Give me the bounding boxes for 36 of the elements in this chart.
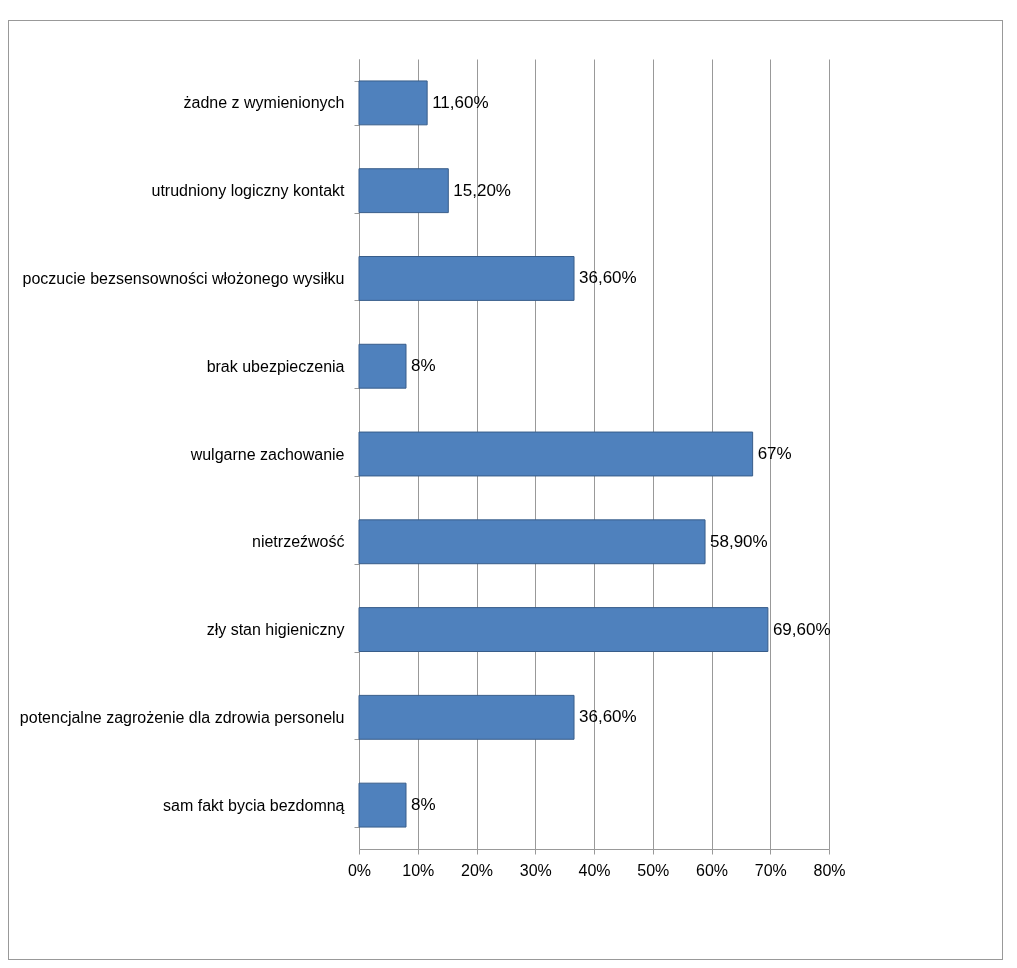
data-label: 69,60%	[772, 619, 831, 639]
y-tick-label: sam fakt bycia bezdomną	[163, 796, 345, 814]
y-tick-label: zły stan higieniczny	[206, 621, 345, 639]
bar	[358, 782, 407, 828]
y-tick-label: nietrzeźwość	[252, 533, 345, 551]
bar	[358, 168, 449, 214]
bar	[358, 80, 428, 126]
y-tick-label: wulgarne zachowanie	[189, 445, 345, 463]
bar	[358, 256, 575, 301]
x-tick-label: 10%	[402, 861, 435, 879]
data-label: 11,60%	[432, 92, 489, 112]
data-label: 15,20%	[453, 180, 511, 200]
x-tick-label: 60%	[695, 861, 729, 879]
data-label: 36,60%	[579, 707, 637, 727]
y-tick-label: poczucie bezsensowności włożonego wysiłku	[22, 269, 345, 287]
y-tick-label: brak ubezpieczenia	[206, 357, 345, 375]
data-label: 36,60%	[579, 268, 637, 288]
data-label: 67%	[757, 444, 792, 463]
bar	[358, 607, 769, 652]
x-tick-label: 80%	[813, 861, 846, 879]
data-label: 8%	[411, 356, 436, 376]
bar	[358, 343, 407, 389]
bar	[358, 694, 575, 740]
y-tick-label: żadne z wymienionych	[183, 94, 345, 112]
x-tick-label: 30%	[519, 861, 552, 879]
y-tick-label: potencjalne zagrożenie dla zdrowia personelu	[19, 708, 345, 726]
data-label: 8%	[411, 795, 436, 815]
x-tick-label: 70%	[754, 861, 787, 879]
y-tick-label: utrudniony logiczny kontakt	[151, 182, 346, 200]
x-tick-label: 0%	[347, 861, 372, 879]
x-tick-label: 50%	[637, 861, 670, 879]
data-label: 58,90%	[710, 531, 768, 551]
bar	[358, 431, 754, 477]
x-tick-label: 20%	[460, 861, 494, 879]
x-tick-label: 40%	[578, 861, 611, 879]
bar	[358, 519, 706, 565]
